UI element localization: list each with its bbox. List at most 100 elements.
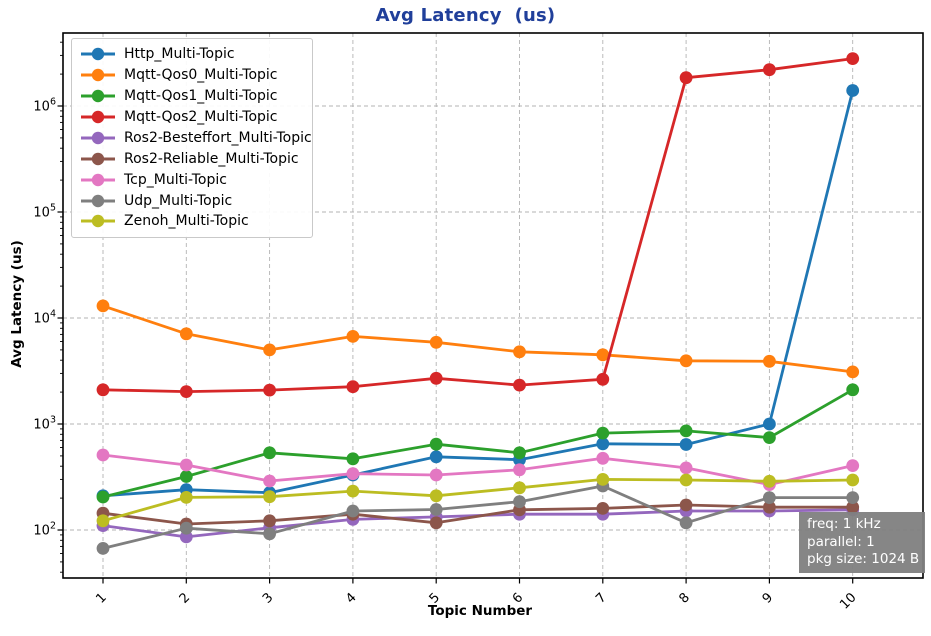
data-point bbox=[429, 371, 443, 385]
x-axis-label: Topic Number bbox=[427, 603, 533, 619]
data-point bbox=[179, 521, 193, 535]
y-tick-label: 102 bbox=[33, 521, 56, 539]
series-udp-multi-topic bbox=[96, 479, 860, 555]
legend-label: Mqtt-Qos0_Multi-Topic bbox=[124, 67, 278, 84]
data-point bbox=[429, 516, 443, 530]
legend-label: Tcp_Multi-Topic bbox=[124, 171, 227, 188]
series-tcp-multi-topic bbox=[96, 448, 860, 491]
data-point bbox=[346, 452, 360, 466]
legend-marker-icon bbox=[81, 131, 115, 145]
series-line bbox=[102, 484, 853, 550]
legend-marker-icon bbox=[81, 48, 115, 61]
annotation-line: freq: 1 kHz bbox=[807, 516, 881, 532]
data-point bbox=[596, 473, 610, 486]
data-point bbox=[346, 330, 360, 343]
legend-label: Mqtt-Qos1_Multi-Topic bbox=[124, 88, 278, 105]
data-point bbox=[679, 438, 693, 451]
data-point bbox=[346, 484, 360, 498]
y-tick-label: 106 bbox=[33, 97, 56, 115]
data-point bbox=[179, 385, 193, 398]
legend-marker-icon bbox=[81, 110, 115, 124]
legend-item-mqtt-qos0-multi-topic: Mqtt-Qos0_Multi-Topic bbox=[80, 65, 304, 85]
legend-marker-icon bbox=[81, 215, 115, 228]
data-point bbox=[596, 451, 610, 465]
axis-ticks bbox=[57, 41, 854, 584]
data-point bbox=[763, 491, 776, 504]
legend-item-tcp-multi-topic: Tcp_Multi-Topic bbox=[80, 170, 304, 190]
y-tick-label: 105 bbox=[33, 203, 56, 221]
annotation-line: pkg size: 1024 B bbox=[807, 551, 920, 567]
data-point bbox=[596, 437, 610, 451]
data-point bbox=[763, 354, 776, 368]
data-point bbox=[513, 481, 526, 495]
data-point bbox=[596, 502, 610, 515]
data-point bbox=[429, 450, 443, 464]
data-point bbox=[263, 490, 276, 504]
legend-item-http-multi-topic: Http_Multi-Topic bbox=[80, 44, 304, 64]
annotation-box: freq: 1 kHz parallel: 1 pkg size: 1024 B bbox=[799, 512, 925, 573]
data-point bbox=[763, 500, 776, 514]
data-point bbox=[179, 458, 193, 472]
chart-title: Avg Latency (us) bbox=[375, 5, 556, 26]
data-point bbox=[96, 383, 110, 397]
y-axis-label: Avg Latency (us) bbox=[9, 240, 25, 368]
data-point bbox=[179, 491, 193, 504]
data-point bbox=[679, 461, 693, 475]
data-point bbox=[679, 473, 693, 487]
data-point bbox=[763, 417, 776, 431]
data-point bbox=[763, 63, 776, 77]
data-point bbox=[96, 542, 110, 555]
data-point bbox=[763, 474, 776, 488]
data-point bbox=[596, 372, 610, 386]
data-point bbox=[429, 335, 443, 349]
data-point bbox=[179, 470, 193, 483]
legend-label: Ros2-Besteffort_Multi-Topic bbox=[124, 129, 312, 146]
data-point bbox=[346, 504, 360, 518]
data-point bbox=[846, 500, 860, 514]
series-line bbox=[102, 388, 854, 499]
data-point bbox=[846, 52, 860, 65]
data-point bbox=[429, 437, 443, 451]
data-point bbox=[346, 380, 360, 394]
legend-label: Udp_Multi-Topic bbox=[124, 192, 233, 209]
data-point bbox=[263, 343, 276, 357]
data-point bbox=[263, 446, 276, 460]
data-point bbox=[263, 474, 276, 488]
data-point bbox=[846, 459, 860, 472]
data-point bbox=[429, 468, 443, 482]
legend-item-zenoh-multi-topic: Zenoh_Multi-Topic bbox=[80, 211, 304, 231]
plot-border bbox=[62, 32, 924, 579]
data-point bbox=[679, 424, 693, 438]
data-point bbox=[513, 378, 526, 392]
data-point bbox=[513, 495, 526, 509]
legend-label: Mqtt-Qos2_Multi-Topic bbox=[124, 109, 278, 126]
data-point bbox=[96, 448, 110, 462]
data-point bbox=[429, 489, 443, 503]
data-point bbox=[846, 365, 860, 379]
legend-marker-icon bbox=[81, 194, 115, 207]
data-point bbox=[679, 516, 693, 530]
legend-item-ros2-besteffort-multi-topic: Ros2-Besteffort_Multi-Topic bbox=[80, 128, 312, 148]
legend-item-udp-multi-topic: Udp_Multi-Topic bbox=[80, 191, 304, 211]
series-mqtt-qos2-multi-topic bbox=[96, 52, 860, 398]
data-point bbox=[429, 503, 443, 516]
legend-item-ros2-reliable-multi-topic: Ros2-Reliable_Multi-Topic bbox=[80, 149, 304, 169]
data-point bbox=[263, 383, 276, 397]
data-point bbox=[679, 354, 693, 368]
series-line bbox=[102, 453, 854, 487]
legend-marker-icon bbox=[81, 173, 115, 186]
legend-label: Zenoh_Multi-Topic bbox=[124, 213, 249, 230]
data-point bbox=[846, 84, 860, 97]
legend-marker-icon bbox=[81, 69, 115, 82]
series-mqtt-qos0-multi-topic bbox=[96, 299, 860, 379]
series-line bbox=[102, 477, 853, 523]
data-point bbox=[513, 345, 526, 359]
data-point bbox=[513, 463, 526, 477]
data-point bbox=[679, 498, 693, 512]
y-tick-label: 104 bbox=[33, 309, 56, 327]
data-point bbox=[513, 446, 526, 460]
data-point bbox=[179, 327, 193, 341]
data-point bbox=[596, 348, 610, 362]
